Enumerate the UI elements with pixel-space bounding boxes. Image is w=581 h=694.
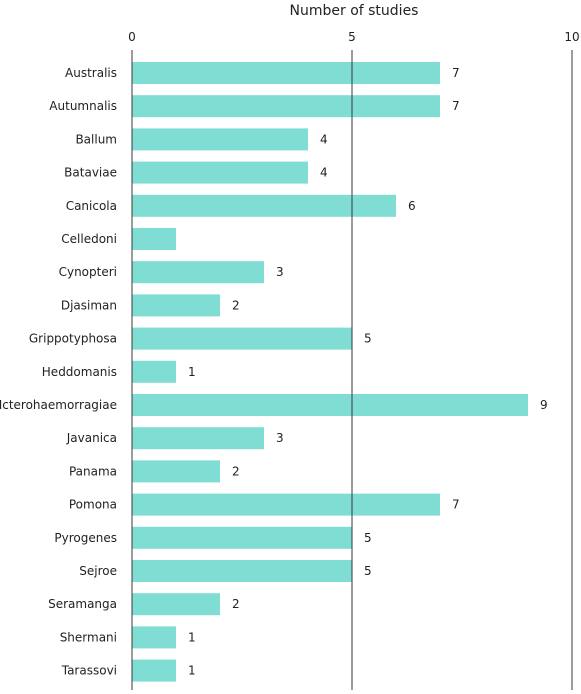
category-label: Icterohaemorragiae — [0, 398, 117, 412]
value-label: 3 — [276, 431, 284, 445]
category-labels: Australis Autumnalis Ballum Bataviae Canicol… — [0, 66, 117, 678]
value-label: 2 — [232, 597, 240, 611]
x-axis-title: Number of studies — [290, 3, 419, 19]
category-label: Sejroe — [79, 564, 117, 578]
bar — [132, 228, 176, 250]
value-label: 6 — [408, 199, 416, 213]
bar — [132, 394, 528, 416]
category-label: Heddomanis — [42, 365, 117, 379]
x-tick-label: 5 — [348, 30, 356, 44]
bar — [132, 194, 396, 217]
bar — [132, 659, 176, 682]
bar — [132, 161, 308, 184]
bar — [132, 593, 220, 616]
bar — [132, 294, 220, 317]
value-label: 2 — [232, 464, 240, 478]
value-label: 1 — [188, 630, 196, 644]
bar — [132, 493, 440, 516]
value-label: 7 — [452, 66, 460, 80]
bar — [132, 526, 352, 549]
bar — [132, 460, 220, 483]
bar — [132, 128, 308, 151]
value-label: 5 — [364, 332, 372, 346]
category-label: Cynopteri — [59, 265, 117, 279]
value-label: 4 — [320, 132, 328, 146]
bar — [132, 427, 264, 450]
category-label: Seramanga — [48, 597, 117, 611]
x-tick-label: 10 — [564, 30, 579, 44]
x-tick-label: 0 — [128, 30, 136, 44]
bar — [132, 95, 440, 118]
value-label: 1 — [188, 664, 196, 678]
category-label: Australis — [65, 66, 117, 80]
value-label: 5 — [364, 564, 372, 578]
value-label: 9 — [540, 398, 548, 412]
value-label: 1 — [188, 365, 196, 379]
category-label: Pyrogenes — [54, 531, 117, 545]
bar — [132, 261, 264, 284]
grid-lines — [131, 50, 573, 690]
value-label: 2 — [232, 298, 240, 312]
bars — [132, 62, 528, 682]
category-label: Shermani — [60, 630, 117, 644]
bar — [132, 62, 440, 84]
x-axis-ticks: 0 5 10 — [128, 30, 579, 44]
category-label: Djasiman — [61, 298, 117, 312]
bar — [132, 626, 176, 649]
bar — [132, 560, 352, 582]
bar — [132, 327, 352, 350]
category-label: Panama — [69, 464, 117, 478]
category-label: Grippotyphosa — [29, 332, 117, 346]
value-label: 3 — [276, 265, 284, 279]
category-label: Ballum — [75, 132, 117, 146]
category-label: Canicola — [66, 199, 117, 213]
value-label: 4 — [320, 166, 328, 180]
value-labels: 7 7 4 4 6 3 2 5 1 9 3 2 7 5 5 2 1 1 — [188, 66, 548, 678]
category-label: Javanica — [66, 431, 117, 445]
value-label: 5 — [364, 531, 372, 545]
value-label: 7 — [452, 498, 460, 512]
category-label: Bataviae — [64, 166, 117, 180]
category-label: Tarassovi — [61, 664, 117, 678]
value-label: 7 — [452, 99, 460, 113]
category-label: Celledoni — [61, 232, 117, 246]
bar — [132, 360, 176, 383]
category-label: Autumnalis — [49, 99, 117, 113]
category-label: Pomona — [69, 498, 117, 512]
